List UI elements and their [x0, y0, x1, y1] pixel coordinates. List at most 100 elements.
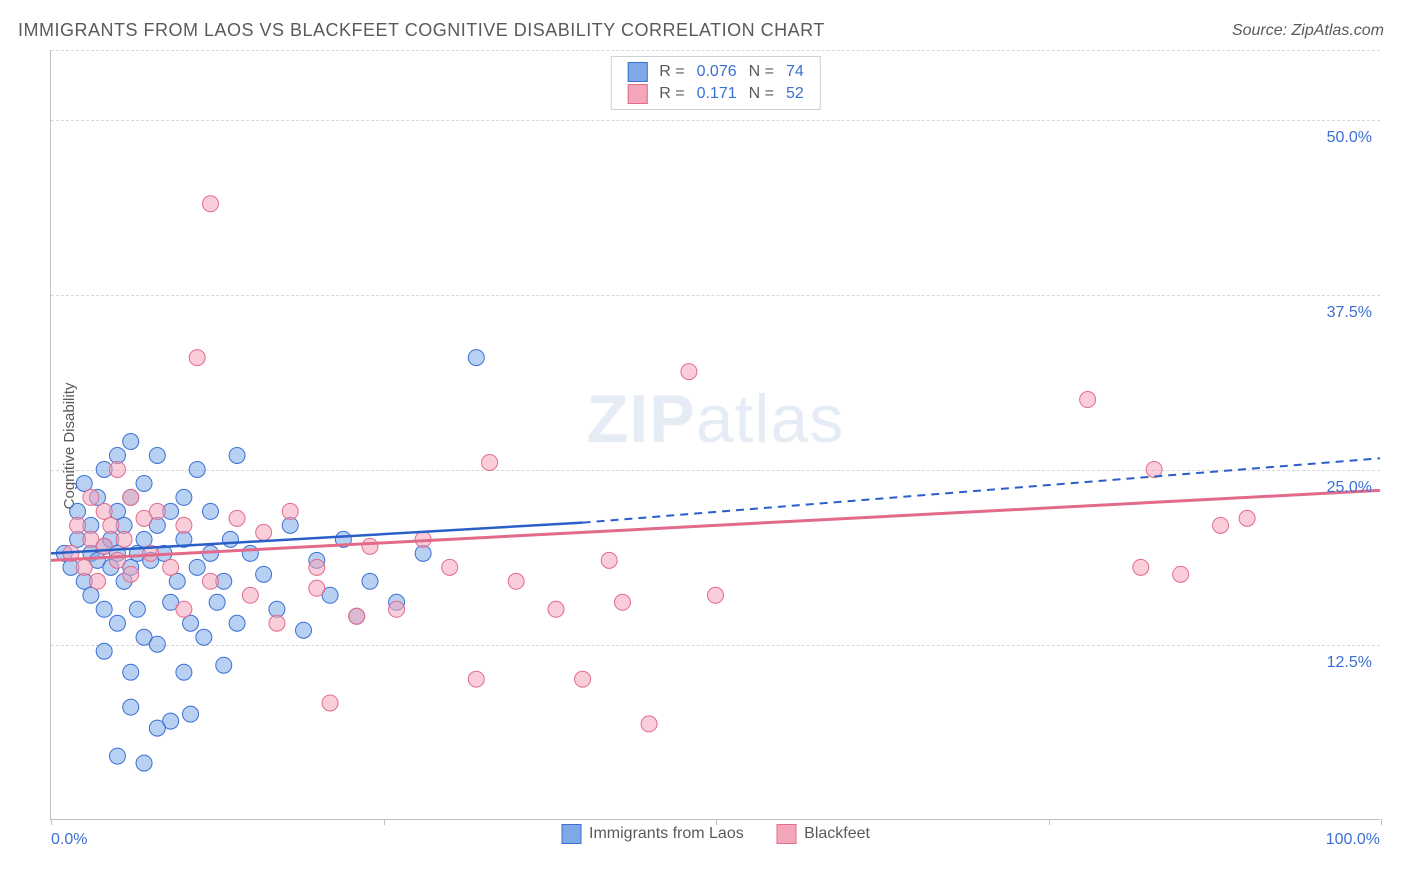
data-point — [349, 608, 365, 624]
data-point — [70, 517, 86, 533]
data-point — [209, 594, 225, 610]
scatter-svg — [51, 50, 1380, 819]
data-point — [123, 699, 139, 715]
data-point — [149, 636, 165, 652]
x-tick-mark — [384, 819, 385, 825]
r-label-0: R = — [653, 61, 690, 83]
data-point — [256, 524, 272, 540]
legend-stats: R = 0.076 N = 74 R = 0.171 N = 52 — [610, 56, 821, 110]
data-point — [1173, 566, 1189, 582]
y-tick-label: 50.0% — [1327, 129, 1372, 147]
data-point — [96, 538, 112, 554]
data-point — [229, 510, 245, 526]
legend-swatch-0 — [627, 62, 647, 82]
data-point — [202, 573, 218, 589]
data-point — [229, 447, 245, 463]
data-point — [389, 601, 405, 617]
data-point — [548, 601, 564, 617]
data-point — [123, 566, 139, 582]
plot-area: ZIPatlas 12.5%25.0%37.5%50.0% 0.0%100.0%… — [50, 50, 1380, 820]
data-point — [149, 503, 165, 519]
x-tick-label: 0.0% — [51, 831, 87, 849]
legend-bottom-label-0: Immigrants from Laos — [589, 825, 744, 843]
data-point — [163, 559, 179, 575]
trend-line-dashed — [583, 458, 1380, 522]
x-tick-mark — [1049, 819, 1050, 825]
data-point — [109, 615, 125, 631]
data-point — [1213, 517, 1229, 533]
data-point — [1239, 510, 1255, 526]
data-point — [269, 615, 285, 631]
legend-swatch-1 — [627, 84, 647, 104]
n-label-0: N = — [743, 61, 780, 83]
data-point — [183, 706, 199, 722]
data-point — [202, 503, 218, 519]
legend-item-0: Immigrants from Laos — [561, 824, 744, 844]
source-label: Source: ZipAtlas.com — [1232, 22, 1384, 40]
data-point — [189, 350, 205, 366]
data-point — [1080, 392, 1096, 408]
data-point — [123, 489, 139, 505]
data-point — [614, 594, 630, 610]
data-point — [508, 573, 524, 589]
data-point — [103, 517, 119, 533]
legend-bottom-label-1: Blackfeet — [804, 825, 870, 843]
data-point — [708, 587, 724, 603]
data-point — [601, 552, 617, 568]
data-point — [109, 552, 125, 568]
data-point — [362, 573, 378, 589]
data-point — [129, 601, 145, 617]
data-point — [96, 643, 112, 659]
r-value-1: 0.171 — [691, 83, 743, 105]
data-point — [176, 664, 192, 680]
data-point — [468, 671, 484, 687]
data-point — [176, 517, 192, 533]
data-point — [362, 538, 378, 554]
legend-bottom-swatch-1 — [776, 824, 796, 844]
data-point — [176, 489, 192, 505]
data-point — [189, 461, 205, 477]
data-point — [123, 434, 139, 450]
trend-line — [51, 490, 1380, 560]
n-value-1: 52 — [780, 83, 810, 105]
x-tick-mark — [1381, 819, 1382, 825]
data-point — [202, 196, 218, 212]
data-point — [216, 657, 232, 673]
data-point — [76, 559, 92, 575]
data-point — [96, 601, 112, 617]
legend-row-0: R = 0.076 N = 74 — [621, 61, 810, 83]
legend-bottom-swatch-0 — [561, 824, 581, 844]
data-point — [309, 580, 325, 596]
data-point — [242, 545, 258, 561]
chart-title: IMMIGRANTS FROM LAOS VS BLACKFEET COGNIT… — [18, 20, 825, 41]
data-point — [1133, 559, 1149, 575]
data-point — [149, 720, 165, 736]
legend-series: Immigrants from Laos Blackfeet — [547, 824, 884, 849]
data-point — [442, 559, 458, 575]
data-point — [282, 503, 298, 519]
data-point — [256, 566, 272, 582]
data-point — [296, 622, 312, 638]
data-point — [681, 364, 697, 380]
r-label-1: R = — [653, 83, 690, 105]
data-point — [149, 447, 165, 463]
data-point — [116, 531, 132, 547]
r-value-0: 0.076 — [691, 61, 743, 83]
data-point — [309, 559, 325, 575]
y-tick-label: 37.5% — [1327, 304, 1372, 322]
data-point — [242, 587, 258, 603]
data-point — [575, 671, 591, 687]
data-point — [136, 755, 152, 771]
data-point — [83, 489, 99, 505]
data-point — [641, 716, 657, 732]
data-point — [136, 475, 152, 491]
y-tick-label: 25.0% — [1327, 479, 1372, 497]
data-point — [109, 461, 125, 477]
data-point — [468, 350, 484, 366]
data-point — [123, 664, 139, 680]
y-tick-label: 12.5% — [1327, 654, 1372, 672]
x-tick-mark — [51, 819, 52, 825]
data-point — [196, 629, 212, 645]
data-point — [482, 454, 498, 470]
legend-item-1: Blackfeet — [776, 824, 870, 844]
